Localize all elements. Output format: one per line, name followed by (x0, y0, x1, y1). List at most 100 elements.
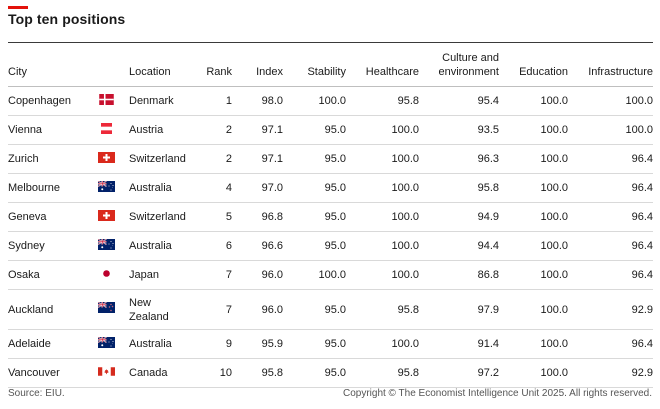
header-culture-line1: Culture and (442, 52, 499, 64)
cell-education: 100.0 (540, 338, 568, 350)
rankings-table: City Location Rank Index Stability Healt… (8, 42, 653, 388)
cell-city: Sydney (8, 240, 45, 252)
cell-index: 95.8 (261, 367, 283, 379)
cell-infrastructure: 96.4 (631, 182, 653, 194)
cell-city: Adelaide (8, 338, 51, 350)
cell-rank: 2 (225, 124, 232, 136)
cell-city: Melbourne (8, 182, 60, 194)
cell-location: New Zealand (129, 290, 199, 330)
header-city: City (8, 66, 27, 78)
cell-healthcare: 95.8 (397, 95, 419, 107)
switzerland-flag-icon (98, 209, 115, 225)
cell-stability: 95.0 (324, 338, 346, 350)
cell-flag (84, 290, 129, 330)
header-healthcare: Healthcare (365, 66, 419, 78)
cell-education: 100.0 (540, 124, 568, 136)
canada-flag-icon (98, 366, 115, 381)
header-flag (84, 43, 129, 87)
cell-city: Zurich (8, 153, 39, 165)
cell-index: 97.1 (261, 153, 283, 165)
cell-index: 96.0 (261, 303, 283, 316)
table-row: Zurich Switzerland 2 97.1 95.0 100.0 96.3 100.0… (8, 145, 653, 174)
cell-location: Australia (129, 182, 172, 194)
cell-index: 96.8 (261, 211, 283, 223)
cell-index: 97.1 (261, 124, 283, 136)
cell-education: 100.0 (540, 303, 568, 316)
table-header-row: City Location Rank Index Stability Healt… (8, 43, 653, 87)
cell-stability: 100.0 (318, 269, 346, 281)
cell-infrastructure: 100.0 (625, 95, 653, 107)
cell-culture: 97.2 (477, 367, 499, 379)
cell-city: Vienna (8, 124, 43, 136)
source-note: Source: EIU. (8, 388, 65, 399)
copyright-note: Copyright © The Economist Intelligence U… (342, 388, 652, 399)
cell-location: Australia (129, 338, 172, 350)
cell-infrastructure: 92.9 (631, 303, 653, 316)
australia-flag-icon (97, 336, 115, 352)
cell-culture: 91.4 (477, 338, 499, 350)
header-rank: Rank (206, 66, 232, 78)
cell-stability: 95.0 (324, 240, 346, 252)
header-index: Index (256, 66, 283, 78)
cell-flag (84, 87, 129, 116)
cell-location: Australia (129, 240, 172, 252)
cell-infrastructure: 96.4 (631, 153, 653, 165)
cell-education: 100.0 (540, 367, 568, 379)
cell-education: 100.0 (540, 153, 568, 165)
cell-index: 98.0 (261, 95, 283, 107)
header-culture: Culture and environment (419, 43, 499, 87)
header-education: Education (519, 66, 568, 78)
cell-infrastructure: 96.4 (631, 211, 653, 223)
cell-healthcare: 95.8 (397, 303, 419, 316)
header-stability: Stability (307, 66, 346, 78)
cell-healthcare: 100.0 (391, 338, 419, 350)
page-title: Top ten positions (8, 11, 126, 27)
cell-location: Switzerland (129, 153, 186, 165)
australia-flag-icon (97, 180, 115, 196)
cell-flag (84, 145, 129, 174)
cell-culture: 96.3 (477, 153, 499, 165)
cell-city: Geneva (8, 211, 47, 223)
cell-rank: 10 (219, 367, 232, 379)
cell-city: Copenhagen (8, 95, 72, 107)
cell-education: 100.0 (540, 240, 568, 252)
table-row: Copenhagen Denmark 1 98.0 100.0 95.8 95.4 100.0… (8, 87, 653, 116)
cell-infrastructure: 100.0 (625, 124, 653, 136)
cell-flag (84, 261, 129, 290)
table-row: Vienna Austria 2 97.1 95.0 100.0 93.5 100.0 100.… (8, 116, 653, 145)
cell-rank: 5 (225, 211, 232, 223)
cell-healthcare: 95.8 (397, 367, 419, 379)
cell-healthcare: 100.0 (391, 240, 419, 252)
cell-location: Switzerland (129, 211, 186, 223)
cell-location: Denmark (129, 95, 174, 107)
cell-culture: 95.4 (477, 95, 499, 107)
cell-culture: 97.9 (477, 303, 499, 316)
table-row: Auckland New Zealand 7 96.0 95.0 95.8 97.9 100.0… (8, 290, 653, 330)
cell-healthcare: 100.0 (391, 124, 419, 136)
cell-index: 97.0 (261, 182, 283, 194)
cell-location-line1: New (129, 296, 152, 309)
cell-infrastructure: 96.4 (631, 338, 653, 350)
cell-rank: 2 (225, 153, 232, 165)
cell-index: 96.0 (261, 269, 283, 281)
cell-index: 96.6 (261, 240, 283, 252)
cell-location: Canada (129, 367, 168, 379)
cell-flag (84, 116, 129, 145)
cell-rank: 4 (225, 182, 232, 194)
cell-education: 100.0 (540, 95, 568, 107)
cell-flag (84, 203, 129, 232)
cell-stability: 95.0 (324, 367, 346, 379)
cell-education: 100.0 (540, 211, 568, 223)
cell-stability: 95.0 (324, 182, 346, 194)
cell-flag (84, 330, 129, 359)
cell-culture: 86.8 (477, 269, 499, 281)
cell-stability: 95.0 (324, 124, 346, 136)
cell-culture: 94.9 (477, 211, 499, 223)
cell-healthcare: 100.0 (391, 211, 419, 223)
japan-flag-icon (98, 267, 115, 283)
austria-flag-icon (98, 122, 115, 138)
cell-location: Austria (129, 124, 164, 136)
cell-city: Auckland (8, 303, 54, 316)
cell-flag (84, 359, 129, 388)
cell-flag (84, 174, 129, 203)
